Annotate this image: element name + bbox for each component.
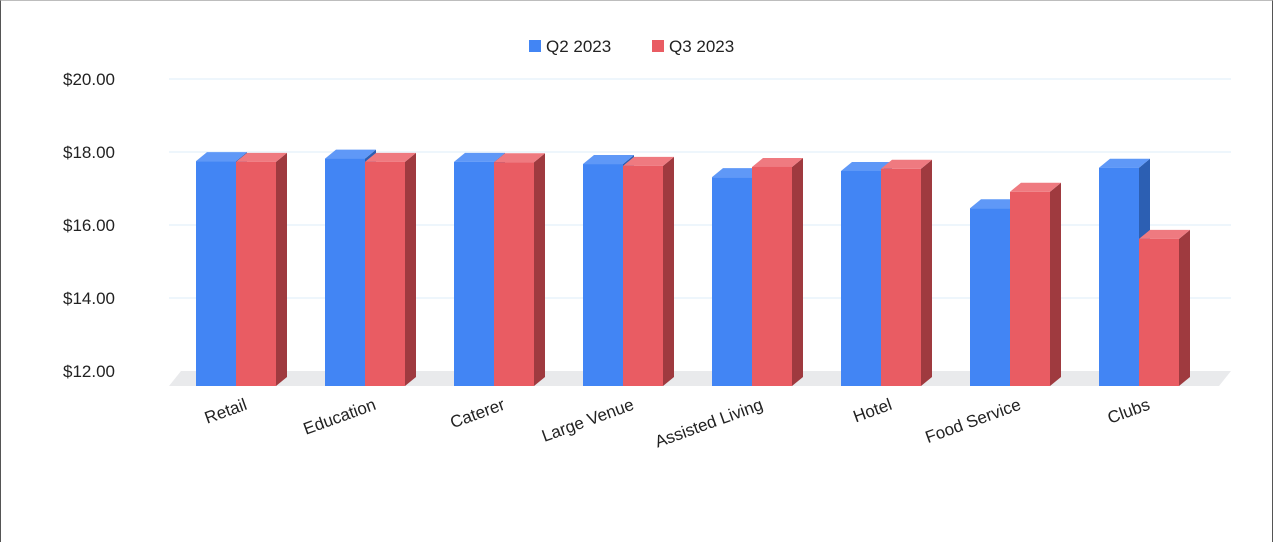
bar-top bbox=[752, 157, 803, 167]
x-axis-labels: Retail Education Caterer Large Venue Assiste… bbox=[202, 395, 1152, 452]
bar-top bbox=[712, 168, 763, 178]
y-tick-label: $12.00 bbox=[63, 362, 115, 381]
bar-front bbox=[365, 161, 405, 386]
legend[interactable]: Q2 2023 Q3 2023 bbox=[529, 37, 734, 56]
bar-top bbox=[583, 155, 634, 165]
bar-front bbox=[1010, 191, 1050, 386]
bar-front bbox=[1099, 167, 1139, 386]
bar-side bbox=[405, 152, 416, 386]
x-tick-label: Assisted Living bbox=[652, 395, 765, 452]
bar-q3-1 bbox=[365, 152, 416, 386]
x-tick-label: Food Service bbox=[923, 395, 1024, 447]
bar-top bbox=[1139, 229, 1190, 239]
y-axis-ticks: $12.00 $14.00 $16.00 $18.00 $20.00 bbox=[63, 70, 115, 381]
bar-q3-6 bbox=[1010, 182, 1061, 386]
bar-top bbox=[1099, 158, 1150, 168]
x-tick-label: Caterer bbox=[448, 395, 508, 432]
legend-swatch-q2 bbox=[529, 40, 541, 52]
y-tick-label: $18.00 bbox=[63, 143, 115, 162]
bar-top bbox=[365, 152, 416, 162]
bar-top bbox=[236, 152, 287, 162]
bar-front bbox=[881, 168, 921, 386]
x-tick-label: Clubs bbox=[1105, 395, 1152, 428]
legend-label-q3: Q3 2023 bbox=[669, 37, 734, 56]
bar-front bbox=[325, 158, 365, 386]
bar-top bbox=[494, 153, 545, 163]
y-tick-label: $14.00 bbox=[63, 289, 115, 308]
bars bbox=[196, 149, 1190, 386]
legend-label-q2: Q2 2023 bbox=[546, 37, 611, 56]
bar-side bbox=[921, 159, 932, 386]
bar-front bbox=[196, 161, 236, 386]
x-tick-label: Large Venue bbox=[539, 395, 636, 446]
bar-front bbox=[970, 208, 1010, 386]
bar-side bbox=[1179, 229, 1190, 386]
chart-floor bbox=[169, 371, 1231, 386]
bar-top bbox=[970, 199, 1021, 209]
bar-top bbox=[325, 149, 376, 159]
bar-front bbox=[712, 177, 752, 386]
bar-front bbox=[454, 161, 494, 386]
bar-side bbox=[1050, 182, 1061, 386]
bar-side bbox=[276, 152, 287, 386]
bar-q3-2 bbox=[494, 153, 545, 386]
bar-front bbox=[841, 170, 881, 386]
floor-plane bbox=[169, 371, 1231, 386]
bar-front bbox=[583, 164, 623, 386]
y-tick-label: $16.00 bbox=[63, 216, 115, 235]
bar-front bbox=[236, 161, 276, 386]
x-tick-label: Hotel bbox=[851, 395, 895, 426]
x-tick-label: Retail bbox=[202, 395, 249, 428]
bar-side bbox=[663, 156, 674, 386]
x-tick-label: Education bbox=[301, 395, 379, 439]
bar-front bbox=[1139, 238, 1179, 386]
bar-q3-4 bbox=[752, 157, 803, 386]
bar-top bbox=[841, 161, 892, 171]
bar-front bbox=[494, 162, 534, 386]
bar-top bbox=[623, 156, 674, 166]
bar-q3-5 bbox=[881, 159, 932, 386]
bar-top bbox=[1010, 182, 1061, 192]
bar-side bbox=[534, 153, 545, 386]
bar-front bbox=[752, 166, 792, 386]
bar-top bbox=[454, 152, 505, 162]
bar-q3-7 bbox=[1139, 229, 1190, 386]
bar-top bbox=[881, 159, 932, 169]
bar-top bbox=[196, 152, 247, 162]
bar-side bbox=[792, 157, 803, 386]
y-tick-label: $20.00 bbox=[63, 70, 115, 89]
bar-front bbox=[623, 165, 663, 386]
bar-q3-0 bbox=[236, 152, 287, 386]
legend-swatch-q3 bbox=[652, 40, 664, 52]
bar-q3-3 bbox=[623, 156, 674, 386]
